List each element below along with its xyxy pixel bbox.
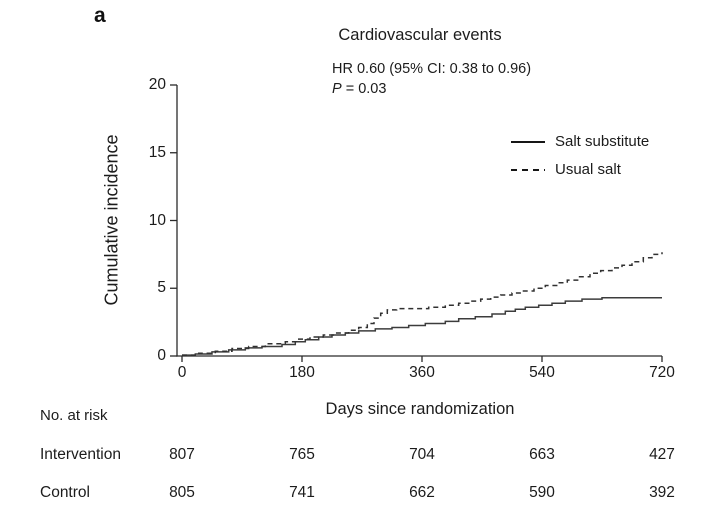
x-tick-label: 540 [529,364,555,381]
risk-row-label-control: Control [40,484,90,501]
risk-value: 805 [169,484,195,501]
risk-value: 704 [409,446,435,463]
risk-value: 392 [649,484,675,501]
legend-label: Usual salt [555,161,621,178]
risk-table-header: No. at risk [40,407,108,424]
risk-value: 427 [649,446,675,463]
risk-value: 807 [169,446,195,463]
y-tick-label: 0 [157,347,166,364]
panel-letter: a [94,4,106,27]
hr-line: HR 0.60 (95% CI: 0.38 to 0.96) [332,61,532,77]
x-tick-label: 360 [409,364,435,381]
risk-value: 741 [289,484,315,501]
risk-value: 662 [409,484,435,501]
legend-item-usual-salt: Usual salt [511,159,649,180]
usual-salt-curve [182,252,663,356]
risk-row-label-intervention: Intervention [40,446,121,463]
p-symbol: P [332,81,342,97]
solid-line-swatch [511,140,545,143]
x-tick-label: 720 [649,364,675,381]
legend: Salt substitute Usual salt [511,131,649,187]
risk-value: 590 [529,484,555,501]
risk-value: 663 [529,446,555,463]
hr-annotation: HR 0.60 (95% CI: 0.38 to 0.96) P = 0.03 [332,59,531,99]
x-tick-label: 0 [177,364,187,381]
x-tick-label: 180 [289,364,315,381]
y-tick-label: 10 [148,211,166,229]
legend-label: Salt substitute [555,133,650,150]
dashed-line-swatch [511,168,545,171]
y-tick-label: 5 [157,279,166,297]
p-value-line: P = 0.03 [332,79,531,99]
legend-item-salt-substitute: Salt substitute [511,131,649,152]
risk-value: 765 [289,446,315,463]
chart-title: Cardiovascular events [338,26,502,44]
y-tick-label: 15 [148,143,166,161]
y-tick-label: 20 [148,76,166,93]
tick-marks [170,84,663,362]
p-value: = 0.03 [341,81,387,97]
x-axis-title: Days since randomization [325,400,515,418]
